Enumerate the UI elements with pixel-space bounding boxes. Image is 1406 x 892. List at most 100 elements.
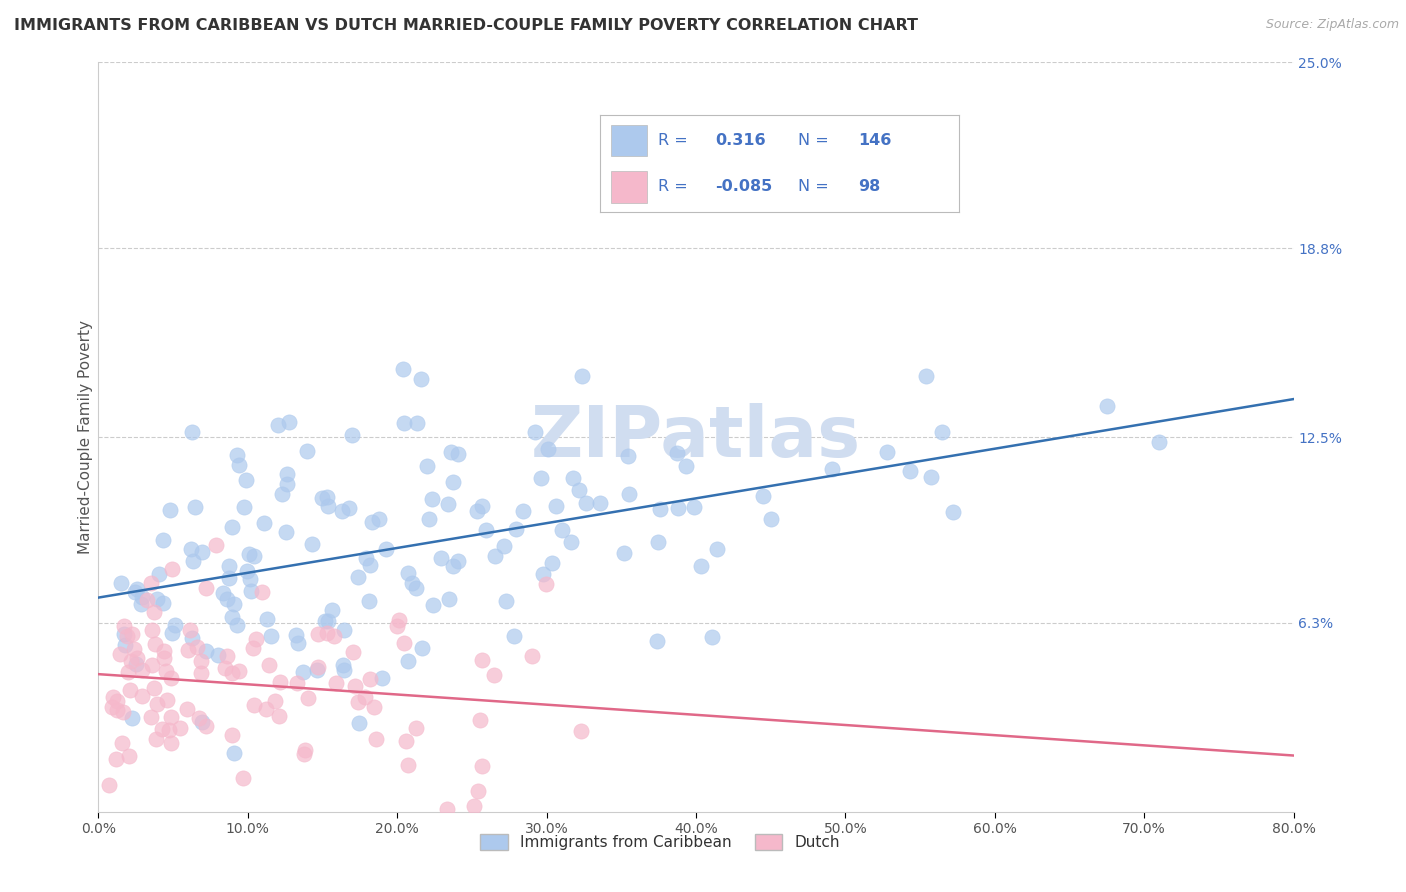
Point [267, 709, 290, 723]
Point [396, 566, 419, 580]
Point [333, 623, 356, 637]
Point [169, 721, 191, 735]
Point [342, 428, 364, 442]
Point [141, 624, 163, 638]
Point [120, 683, 142, 698]
Point [245, 632, 267, 646]
Text: Source: ZipAtlas.com: Source: ZipAtlas.com [1265, 18, 1399, 31]
Point [647, 535, 669, 549]
Point [495, 594, 517, 608]
Point [159, 502, 181, 516]
Point [447, 553, 470, 567]
Point [221, 520, 243, 534]
Point [145, 732, 167, 747]
Point [146, 697, 169, 711]
Point [139, 576, 162, 591]
Point [314, 614, 336, 628]
Point [124, 584, 146, 599]
Text: IMMIGRANTS FROM CARIBBEAN VS DUTCH MARRIED-COUPLE FAMILY POVERTY CORRELATION CHA: IMMIGRANTS FROM CARIBBEAN VS DUTCH MARRI… [14, 18, 918, 33]
Point [98, 778, 121, 792]
Point [121, 710, 143, 724]
Point [125, 657, 148, 672]
Point [536, 577, 558, 591]
Point [146, 592, 169, 607]
Point [181, 554, 204, 568]
Point [152, 723, 174, 737]
Point [264, 694, 287, 708]
Point [475, 523, 498, 537]
Point [441, 475, 464, 490]
Point [274, 524, 297, 539]
Point [122, 642, 145, 657]
Point [291, 665, 314, 679]
Point [148, 566, 170, 581]
Point [665, 446, 688, 460]
Point [562, 470, 585, 484]
Point [467, 783, 489, 797]
Point [110, 647, 132, 661]
Point [297, 690, 319, 705]
Point [111, 736, 134, 750]
Point [232, 771, 254, 785]
Point [418, 512, 440, 526]
Point [221, 609, 243, 624]
Point [471, 758, 494, 772]
Point [191, 715, 214, 730]
Point [311, 491, 333, 506]
Point [236, 564, 259, 578]
Point [613, 546, 636, 560]
Point [359, 672, 381, 686]
Point [394, 417, 416, 431]
Point [430, 551, 453, 566]
Point [195, 582, 218, 596]
Point [186, 640, 208, 654]
Point [176, 701, 198, 715]
Point [160, 626, 183, 640]
Point [259, 658, 281, 673]
Point [294, 743, 316, 757]
Point [112, 618, 135, 632]
Point [179, 623, 201, 637]
Point [287, 675, 309, 690]
Point [361, 515, 384, 529]
Point [316, 499, 339, 513]
Point [211, 585, 233, 599]
Point [512, 504, 534, 518]
Point [405, 581, 427, 595]
Point [392, 362, 415, 376]
Point [343, 680, 366, 694]
Point [354, 551, 377, 566]
Point [575, 496, 598, 510]
Point [876, 444, 898, 458]
Point [396, 654, 419, 668]
Y-axis label: Married-Couple Family Poverty: Married-Couple Family Poverty [77, 320, 93, 554]
Point [337, 501, 360, 516]
Point [1147, 434, 1170, 449]
Point [363, 700, 385, 714]
Point [181, 425, 204, 440]
Point [471, 499, 494, 513]
Point [316, 615, 339, 629]
Point [347, 570, 370, 584]
Point [465, 504, 488, 518]
Point [277, 415, 299, 429]
Point [190, 545, 212, 559]
Point [162, 562, 184, 576]
Point [530, 471, 553, 485]
Point [222, 746, 245, 760]
Point [915, 369, 938, 384]
Point [252, 585, 274, 599]
Point [188, 711, 211, 725]
Point [228, 664, 250, 678]
Point [437, 497, 460, 511]
Point [157, 723, 180, 737]
Point [492, 539, 515, 553]
Point [142, 605, 165, 619]
Text: ZIPatlas: ZIPatlas [531, 402, 860, 472]
Point [315, 626, 337, 640]
Point [105, 694, 128, 708]
Point [354, 690, 377, 705]
Point [110, 575, 132, 590]
Point [537, 442, 560, 456]
Point [307, 659, 329, 673]
